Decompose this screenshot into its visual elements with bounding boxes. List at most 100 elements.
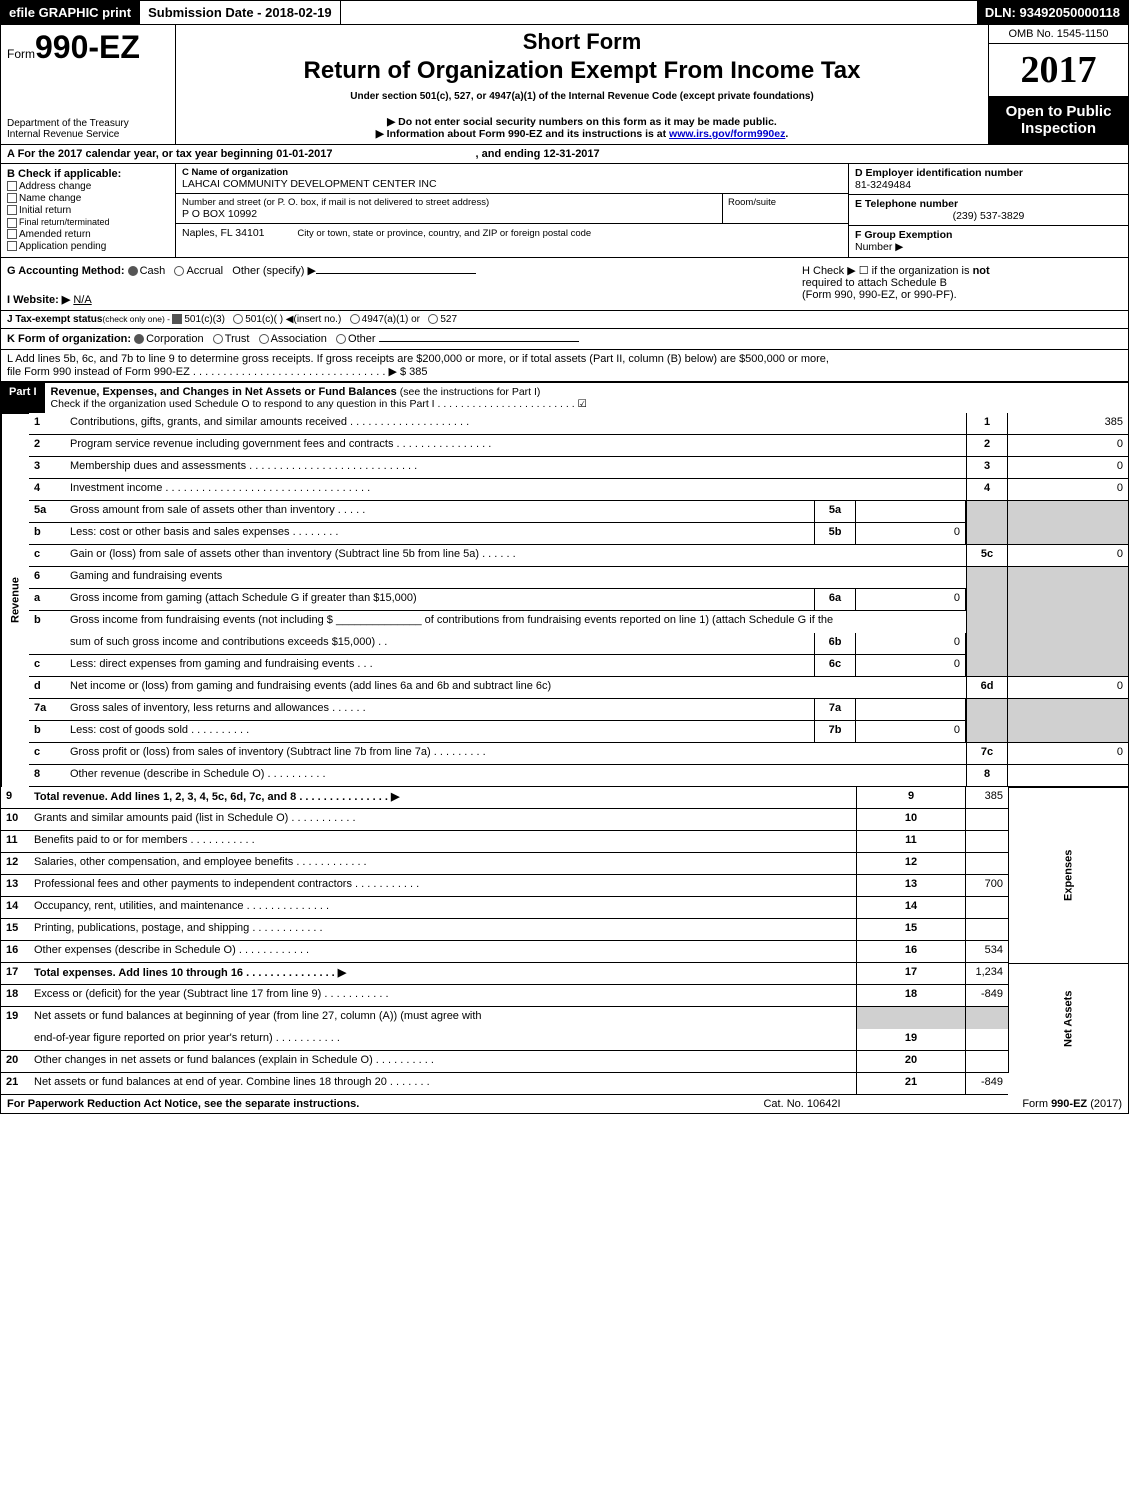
desc-6d: Net income or (loss) from gaming and fun… <box>65 677 966 699</box>
desc-6c: Less: direct expenses from gaming and fu… <box>65 655 814 677</box>
subval-6c: 0 <box>856 655 966 677</box>
line-grid: Revenue 1 Contributions, gifts, grants, … <box>0 413 1129 1095</box>
no-7b-grey <box>966 721 1008 743</box>
j-small: (check only one) - <box>102 314 172 324</box>
row-a-end: 12-31-2017 <box>543 148 599 160</box>
chk-name-change[interactable]: Name change <box>7 193 169 204</box>
part-i-title-block: Revenue, Expenses, and Changes in Net As… <box>45 383 1128 413</box>
accounting-other-input[interactable] <box>316 273 476 274</box>
radio-corporation[interactable] <box>134 334 144 344</box>
ln-5a: 5a <box>29 501 65 523</box>
ln-20: 20 <box>1 1051 29 1073</box>
ln-8: 8 <box>29 765 65 787</box>
desc-7c: Gross profit or (loss) from sales of inv… <box>65 743 966 765</box>
val-12 <box>966 853 1008 875</box>
tax-year: 2017 <box>989 44 1128 97</box>
row-i-website: I Website: ▶ N/A <box>7 291 802 308</box>
radio-other-org[interactable] <box>336 334 346 344</box>
no-6d: 6d <box>966 677 1008 699</box>
form-header: Form990-EZ Department of the Treasury In… <box>0 25 1129 145</box>
chk-501c[interactable] <box>233 314 243 324</box>
chk-527[interactable] <box>428 314 438 324</box>
k-label: K Form of organization: <box>7 333 134 345</box>
ln-6c: c <box>29 655 65 677</box>
radio-accrual[interactable] <box>174 266 184 276</box>
val-19-grey <box>966 1007 1008 1029</box>
j-label: J Tax-exempt status <box>7 314 102 325</box>
desc-4: Investment income . . . . . . . . . . . … <box>65 479 966 501</box>
irs-link[interactable]: www.irs.gov/form990ez <box>669 128 785 140</box>
chk-final-return[interactable]: Final return/terminated <box>7 217 169 228</box>
dept-irs: Internal Revenue Service <box>7 129 169 140</box>
ln-6b2 <box>29 633 65 655</box>
desc-19b: end-of-year figure reported on prior yea… <box>29 1029 856 1051</box>
val-5b-grey <box>1008 523 1128 545</box>
page-footer: For Paperwork Reduction Act Notice, see … <box>0 1095 1129 1114</box>
subno-5b: 5b <box>814 523 856 545</box>
footer-left: For Paperwork Reduction Act Notice, see … <box>7 1098 682 1110</box>
room-suite-label: Room/suite <box>728 197 842 208</box>
ln-7a: 7a <box>29 699 65 721</box>
no-19: 19 <box>856 1029 966 1051</box>
cell-city: Naples, FL 34101 City or town, state or … <box>176 224 848 242</box>
chk-4947[interactable] <box>350 314 360 324</box>
radio-cash[interactable] <box>128 266 138 276</box>
no-4: 4 <box>966 479 1008 501</box>
val-14 <box>966 897 1008 919</box>
submission-date-label: Submission Date - <box>148 5 265 20</box>
subval-7a <box>856 699 966 721</box>
no-5b-grey <box>966 523 1008 545</box>
val-2: 0 <box>1008 435 1128 457</box>
website-value: N/A <box>73 294 91 306</box>
chk-501c3[interactable] <box>172 314 182 324</box>
radio-trust-label: Trust <box>225 333 250 345</box>
info-pre: ▶ Information about Form 990-EZ and its … <box>376 128 669 140</box>
h-text2: required to attach Schedule B <box>802 277 947 289</box>
ln-7c: c <box>29 743 65 765</box>
department-block: Department of the Treasury Internal Reve… <box>7 118 169 140</box>
sidelabel-netassets: Net Assets <box>1008 963 1128 1073</box>
ln-6a: a <box>29 589 65 611</box>
desc-6b2: sum of such gross income and contributio… <box>65 633 814 655</box>
chk-amended-return[interactable]: Amended return <box>7 229 169 240</box>
cell-address: Number and street (or P. O. box, if mail… <box>176 194 848 224</box>
cell-phone: E Telephone number (239) 537-3829 <box>849 195 1128 226</box>
omb-number: OMB No. 1545-1150 <box>989 25 1128 44</box>
subval-6a: 0 <box>856 589 966 611</box>
no-20: 20 <box>856 1051 966 1073</box>
open-line2: Inspection <box>991 120 1126 137</box>
val-6-grey <box>1008 567 1128 589</box>
part-i-row: Part I Revenue, Expenses, and Changes in… <box>1 382 1128 413</box>
row-a-mid: , and ending <box>476 148 544 160</box>
subval-5b: 0 <box>856 523 966 545</box>
cell-ein: D Employer identification number 81-3249… <box>849 164 1128 195</box>
ln-6b: b <box>29 611 65 633</box>
no-12: 12 <box>856 853 966 875</box>
val-11 <box>966 831 1008 853</box>
radio-accrual-label: Accrual <box>186 265 223 277</box>
chk-501c3-label: 501(c)(3) <box>184 314 225 325</box>
submission-date: Submission Date - 2018-02-19 <box>139 1 341 24</box>
val-6d: 0 <box>1008 677 1128 699</box>
chk-initial-return[interactable]: Initial return <box>7 205 169 216</box>
chk-name-change-label: Name change <box>19 193 81 204</box>
ln-16: 16 <box>1 941 29 963</box>
row-l-gross-receipts: L Add lines 5b, 6c, and 7b to line 9 to … <box>1 349 1128 381</box>
title-short-form: Short Form <box>186 29 978 55</box>
no-11: 11 <box>856 831 966 853</box>
dln: DLN: 93492050000118 <box>977 1 1128 24</box>
val-21: -849 <box>966 1073 1008 1095</box>
radio-cash-label: Cash <box>140 265 166 277</box>
ln-5b: b <box>29 523 65 545</box>
no-3: 3 <box>966 457 1008 479</box>
chk-application-pending[interactable]: Application pending <box>7 241 169 252</box>
radio-trust[interactable] <box>213 334 223 344</box>
header-right: OMB No. 1545-1150 2017 Open to Public In… <box>988 25 1128 144</box>
radio-association[interactable] <box>259 334 269 344</box>
row-a-begin: 01-01-2017 <box>276 148 332 160</box>
subno-7a: 7a <box>814 699 856 721</box>
l-text1: L Add lines 5b, 6c, and 7b to line 9 to … <box>7 353 1122 365</box>
other-org-input[interactable] <box>379 341 579 342</box>
title-return: Return of Organization Exempt From Incom… <box>186 57 978 85</box>
chk-address-change[interactable]: Address change <box>7 181 169 192</box>
